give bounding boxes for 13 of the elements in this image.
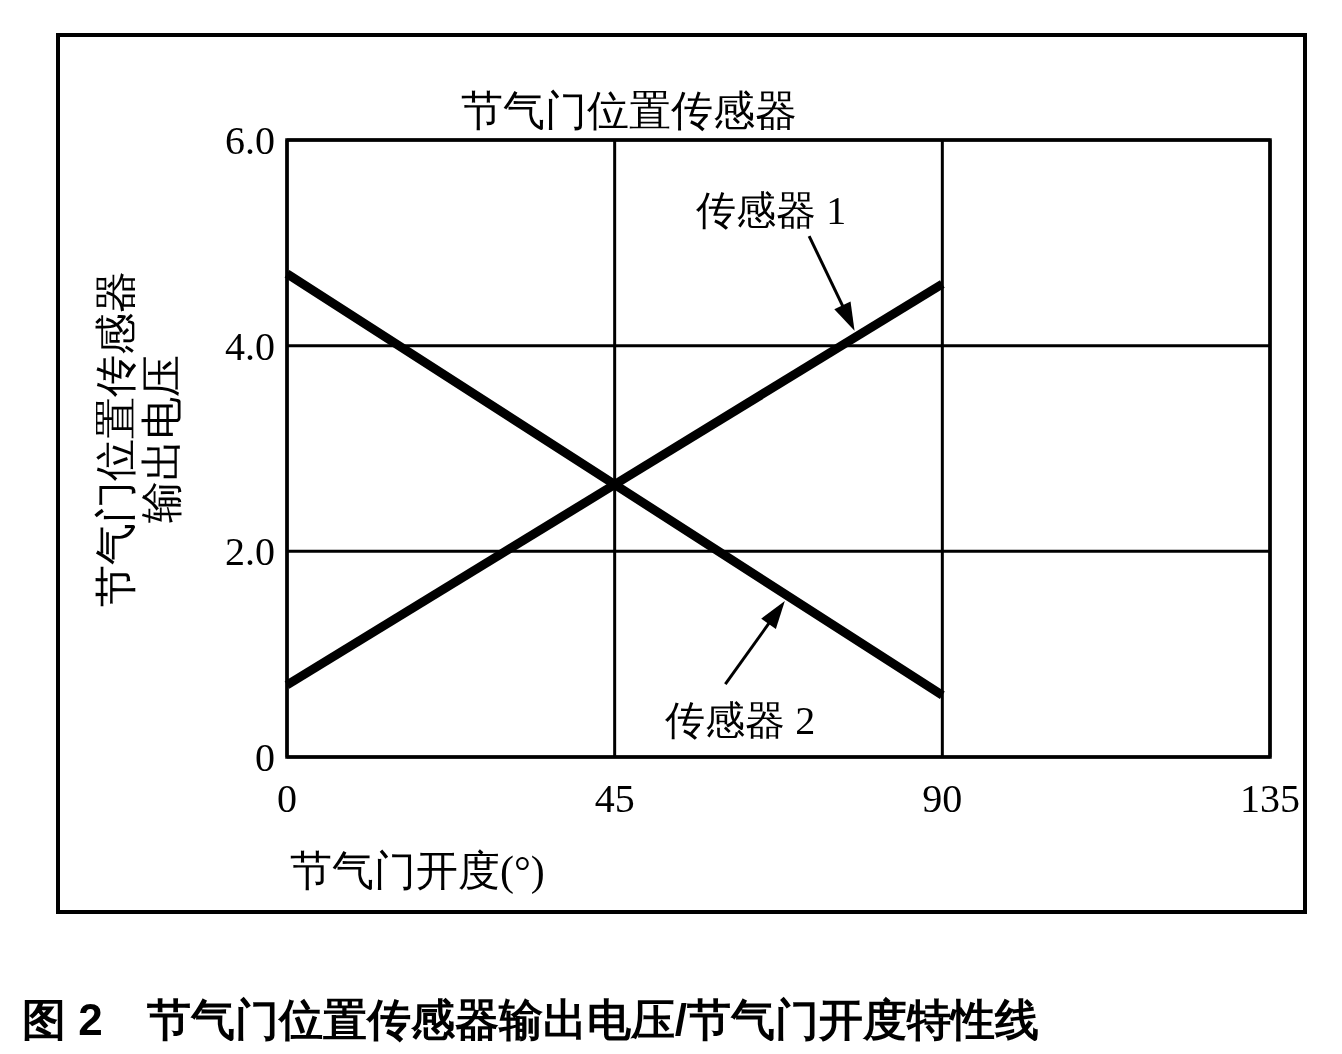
x-axis-title: 节气门开度(°) [290, 848, 545, 895]
y-tick-label: 6.0 [225, 118, 275, 163]
x-tick-label: 90 [922, 776, 963, 821]
y-axis-title: 节气门位置传感器输出电压 [93, 270, 185, 607]
caption: 图 2 节气门位置传感器输出电压/节气门开度特性线 [22, 995, 1039, 1044]
x-tick-label: 135 [1240, 776, 1300, 821]
y-tick-label: 4.0 [225, 323, 275, 369]
chart-title: 节气门位置传感器 [460, 88, 797, 134]
text: 传感器 1 [696, 188, 847, 234]
legend-label: 传感器 2 [665, 698, 816, 744]
y-tick-label: 2.0 [225, 529, 275, 575]
x-tick-label: 45 [594, 776, 635, 821]
y-tick-label: 0 [255, 735, 275, 780]
